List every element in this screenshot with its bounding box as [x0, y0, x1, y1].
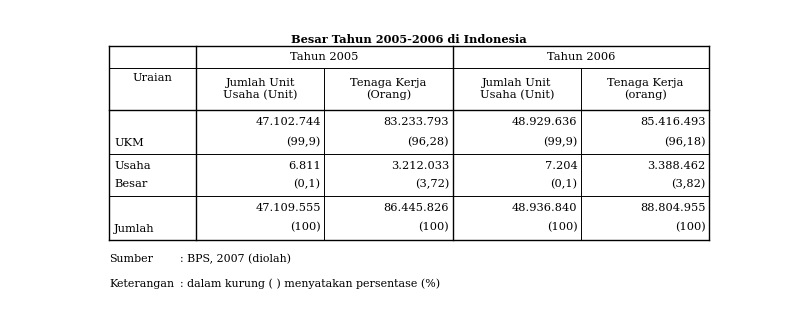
Text: 7.204: 7.204	[545, 161, 578, 171]
Text: (3,82): (3,82)	[671, 179, 705, 189]
Text: (0,1): (0,1)	[551, 179, 578, 189]
Text: 85.416.493: 85.416.493	[640, 117, 705, 127]
Text: (96,28): (96,28)	[408, 136, 449, 147]
Text: Tahun 2006: Tahun 2006	[547, 52, 615, 62]
Text: 3.212.033: 3.212.033	[391, 161, 449, 171]
Text: (3,72): (3,72)	[415, 179, 449, 189]
Text: Jumlah Unit
Usaha (Unit): Jumlah Unit Usaha (Unit)	[480, 78, 554, 100]
Text: Jumlah: Jumlah	[114, 224, 155, 234]
Text: : BPS, 2007 (diolah): : BPS, 2007 (diolah)	[180, 254, 291, 264]
Text: (100): (100)	[290, 222, 321, 232]
Text: Tenaga Kerja
(orang): Tenaga Kerja (orang)	[607, 78, 684, 100]
Text: Sumber: Sumber	[109, 254, 153, 264]
Text: Tenaga Kerja
(Orang): Tenaga Kerja (Orang)	[350, 78, 427, 100]
Text: (100): (100)	[418, 222, 449, 232]
Text: (99,9): (99,9)	[286, 136, 321, 147]
Text: (100): (100)	[547, 222, 578, 232]
Text: 3.388.462: 3.388.462	[647, 161, 705, 171]
Text: : dalam kurung ( ) menyatakan persentase (%): : dalam kurung ( ) menyatakan persentase…	[180, 279, 440, 289]
Text: Keterangan: Keterangan	[109, 279, 174, 289]
Text: 48.929.636: 48.929.636	[512, 117, 578, 127]
Text: Uraian: Uraian	[132, 73, 172, 83]
Text: Besar Tahun 2005-2006 di Indonesia: Besar Tahun 2005-2006 di Indonesia	[291, 34, 527, 44]
Text: 88.804.955: 88.804.955	[640, 203, 705, 213]
Text: Tahun 2005: Tahun 2005	[290, 52, 358, 62]
Text: UKM: UKM	[114, 138, 144, 148]
Text: 47.102.744: 47.102.744	[255, 117, 321, 127]
Text: 48.936.840: 48.936.840	[512, 203, 578, 213]
Text: (100): (100)	[675, 222, 705, 232]
Text: 47.109.555: 47.109.555	[255, 203, 321, 213]
Text: Besar: Besar	[114, 179, 148, 189]
Text: (99,9): (99,9)	[543, 136, 578, 147]
Text: Jumlah Unit
Usaha (Unit): Jumlah Unit Usaha (Unit)	[223, 78, 298, 100]
Text: (0,1): (0,1)	[294, 179, 321, 189]
Text: 83.233.793: 83.233.793	[384, 117, 449, 127]
Text: 6.811: 6.811	[288, 161, 321, 171]
Text: Usaha: Usaha	[114, 161, 151, 171]
Text: (96,18): (96,18)	[664, 136, 705, 147]
Text: 86.445.826: 86.445.826	[384, 203, 449, 213]
